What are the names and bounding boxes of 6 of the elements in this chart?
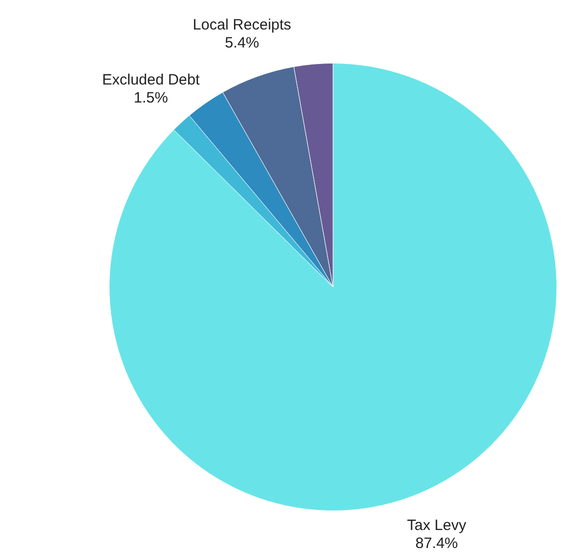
slice-label: Excluded Debt xyxy=(102,72,200,89)
data-label: 5.4% xyxy=(224,34,260,52)
data-label: 1.5% xyxy=(134,90,168,107)
slice-label: Local Receipts xyxy=(192,16,292,34)
slice-label: Tax Levy xyxy=(407,517,467,534)
data-label: 87.4% xyxy=(415,535,458,552)
